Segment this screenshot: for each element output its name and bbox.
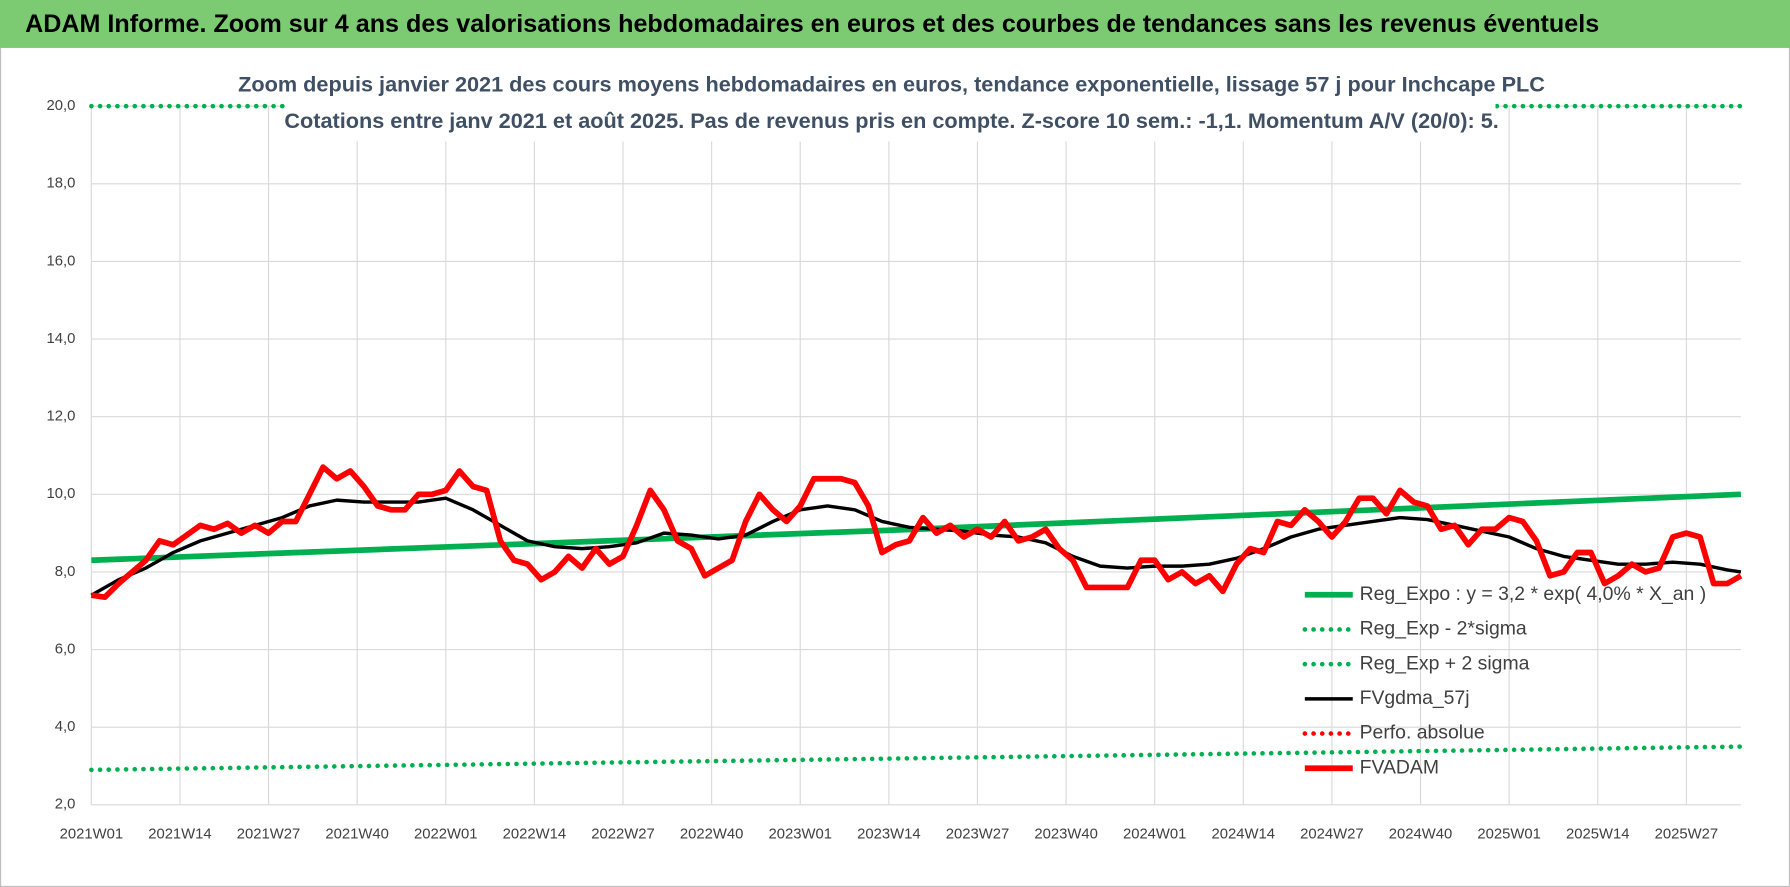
x-tick-label: 2023W27 (946, 826, 1009, 842)
x-tick-label: 2023W01 (768, 826, 831, 842)
y-tick-label: 14,0 (46, 331, 75, 347)
x-tick-label: 2025W01 (1477, 826, 1540, 842)
chart-title: Zoom depuis janvier 2021 des cours moyen… (238, 71, 1545, 96)
y-tick-label: 10,0 (46, 486, 75, 502)
x-tick-label: 2021W27 (237, 826, 300, 842)
y-tick-label: 4,0 (55, 719, 76, 735)
legend-label: Reg_Exp - 2*sigma (1360, 618, 1527, 640)
legend-label: Reg_Expo : y = 3,2 * exp( 4,0% * X_an ) (1360, 583, 1707, 605)
x-tick-label: 2023W14 (857, 826, 920, 842)
x-tick-label: 2022W40 (680, 826, 743, 842)
x-tick-label: 2025W14 (1566, 826, 1629, 842)
chart-subtitle: Cotations entre janv 2021 et août 2025. … (284, 108, 1498, 133)
y-tick-label: 12,0 (46, 409, 75, 425)
y-tick-label: 18,0 (46, 176, 75, 192)
legend-label: FVADAM (1360, 756, 1439, 778)
x-tick-label: 2025W27 (1655, 826, 1718, 842)
x-tick-label: 2021W01 (60, 826, 123, 842)
legend: Reg_Expo : y = 3,2 * exp( 4,0% * X_an ) R… (1302, 583, 1707, 778)
y-tick-label: 2,0 (55, 797, 76, 813)
legend-label: Perfo. absolue (1360, 722, 1485, 744)
x-tick-label: 2024W27 (1300, 826, 1363, 842)
title-bg (285, 68, 1496, 142)
x-tick-label: 2022W01 (414, 826, 477, 842)
banner-bg (0, 0, 1790, 48)
y-tick-label: 8,0 (55, 564, 76, 580)
series-line (90, 464, 1743, 601)
x-tick-label: 2024W14 (1212, 826, 1275, 842)
legend-label: FVgdma_57j (1360, 687, 1470, 709)
x-tick-label: 2021W14 (148, 826, 211, 842)
x-tick-label: 2024W40 (1389, 826, 1452, 842)
y-tick-label: 16,0 (46, 253, 75, 269)
legend-label: Reg_Exp + 2 sigma (1360, 652, 1530, 674)
x-tick-label: 2021W40 (325, 826, 388, 842)
series-line (89, 744, 1744, 773)
x-tick-label: 2023W40 (1034, 826, 1097, 842)
banner: ADAM Informe. Zoom sur 4 ans des valoris… (25, 10, 1599, 38)
x-tick-label: 2022W27 (591, 826, 654, 842)
x-tick-label: 2022W14 (503, 826, 566, 842)
grid: 2,0 4,0 6,0 8,0 10,0 12,0 14,0 16,0 18,0 20,0 2021… (46, 98, 1741, 842)
y-tick-label: 20,0 (46, 98, 75, 114)
x-tick-label: 2024W01 (1123, 826, 1186, 842)
y-tick-label: 6,0 (55, 641, 76, 657)
